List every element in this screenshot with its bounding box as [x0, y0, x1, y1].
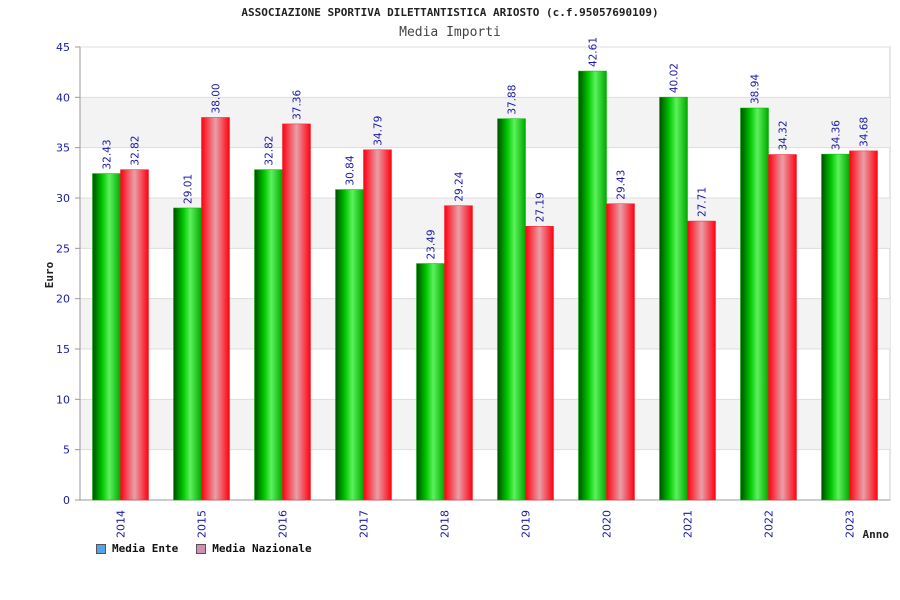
- bar-media-ente-2017: [335, 189, 364, 501]
- bar-media-nazionale-2014: [120, 169, 149, 501]
- bar-media-ente-2020: [578, 70, 607, 501]
- chart-subtitle: Media Importi: [399, 25, 501, 40]
- bar-media-ente-2016: [254, 169, 283, 501]
- bar-media-ente-2022: [740, 107, 769, 501]
- legend-label-media-ente: Media Ente: [112, 542, 179, 555]
- legend-swatch-media-ente: [96, 543, 106, 554]
- y-tick-label: 15: [56, 343, 70, 356]
- y-tick-label: 40: [56, 91, 70, 104]
- legend-label-media-nazionale: Media Nazionale: [212, 542, 312, 555]
- bar-media-ente-2018: [416, 263, 445, 501]
- y-tick-label: 20: [56, 293, 70, 306]
- value-label: 32.43: [102, 139, 114, 169]
- x-axis-title: Anno: [863, 528, 890, 541]
- x-tick-label: 2021: [682, 510, 695, 538]
- value-label: 34.36: [831, 120, 843, 150]
- bar-media-nazionale-2023: [849, 150, 878, 501]
- bar-media-ente-2023: [821, 153, 850, 501]
- x-tick-label: 2015: [196, 510, 209, 538]
- bar-media-nazionale-2022: [768, 154, 797, 501]
- value-label: 40.02: [669, 63, 681, 93]
- bars: [92, 70, 878, 501]
- legend-item-media-ente: Media Ente: [96, 542, 178, 555]
- y-tick-label: 30: [56, 192, 70, 205]
- value-label: 32.82: [130, 136, 142, 166]
- legend-swatch-media-nazionale: [196, 543, 207, 554]
- bar-media-ente-2015: [173, 207, 202, 501]
- x-tick-label: 2020: [601, 510, 614, 538]
- value-label: 29.24: [454, 171, 466, 201]
- bar-media-ente-2019: [497, 118, 526, 501]
- x-tick-labels: 2014 2015 2016 2017 2018 2019 2020 2021 2022 2023: [115, 510, 857, 538]
- bar-media-nazionale-2018: [444, 205, 473, 501]
- value-label: 32.82: [264, 136, 276, 166]
- value-label: 27.19: [535, 192, 547, 222]
- bar-media-nazionale-2016: [282, 123, 311, 501]
- bar-media-nazionale-2020: [606, 203, 635, 501]
- x-tick-label: 2017: [358, 510, 371, 538]
- bar-media-ente-2021: [659, 96, 688, 501]
- bar-media-nazionale-2021: [687, 220, 716, 501]
- x-tick-label: 2014: [115, 510, 128, 538]
- bar-media-nazionale-2019: [525, 226, 554, 501]
- value-labels: 32.43 32.82 29.01 38.00 32.82 37.36 30.84 34.79…: [102, 37, 871, 260]
- value-label: 29.43: [616, 170, 628, 200]
- x-tick-label: 2019: [520, 510, 533, 538]
- value-label: 27.71: [697, 187, 709, 217]
- value-label: 37.88: [507, 85, 519, 115]
- y-tick-label: 0: [63, 494, 70, 507]
- legend: Media Ente Media Nazionale: [96, 542, 312, 555]
- x-tick-label: 2023: [844, 510, 857, 538]
- value-label: 29.01: [183, 174, 195, 204]
- value-label: 34.68: [859, 117, 871, 147]
- bar-media-ente-2014: [92, 173, 121, 501]
- value-label: 34.32: [778, 120, 790, 150]
- y-tick-labels: 0 5 10 15 20 25 30 35 40 45: [56, 41, 70, 507]
- y-tick-label: 45: [56, 41, 70, 54]
- bar-media-nazionale-2017: [363, 149, 392, 501]
- y-tick-label: 35: [56, 142, 70, 155]
- y-tick-label: 5: [63, 444, 70, 457]
- x-tick-label: 2016: [277, 510, 290, 538]
- y-axis-title: Euro: [43, 261, 56, 288]
- x-tick-label: 2018: [439, 510, 452, 538]
- value-label: 37.36: [292, 90, 304, 120]
- legend-item-media-nazionale: Media Nazionale: [196, 542, 312, 555]
- value-label: 34.79: [373, 116, 385, 146]
- value-label: 42.61: [588, 37, 600, 67]
- y-tick-label: 10: [56, 393, 70, 406]
- x-tick-label: 2022: [763, 510, 776, 538]
- y-tick-label: 25: [56, 242, 70, 255]
- chart-title: ASSOCIAZIONE SPORTIVA DILETTANTISTICA AR…: [241, 6, 659, 19]
- value-label: 38.00: [211, 83, 223, 113]
- value-label: 30.84: [345, 155, 357, 185]
- value-label: 38.94: [750, 74, 762, 104]
- value-label: 23.49: [426, 229, 438, 259]
- bar-media-nazionale-2015: [201, 117, 230, 501]
